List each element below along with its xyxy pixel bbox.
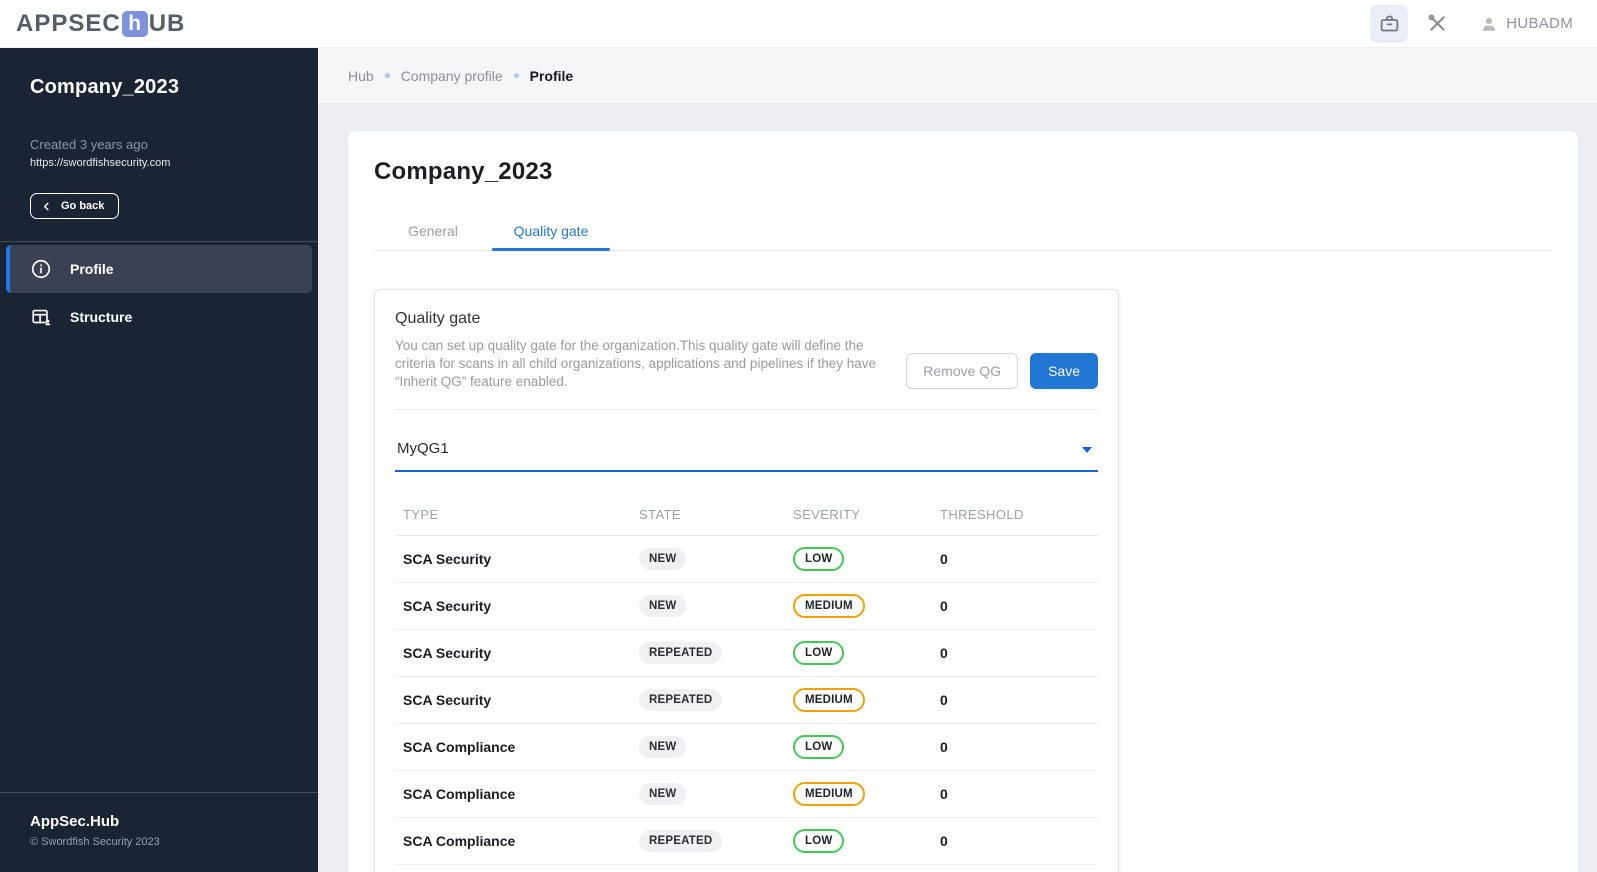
sidebar: Company_2023 Created 3 years ago https:/… — [0, 48, 318, 872]
sidebar-company-name: Company_2023 — [30, 76, 180, 98]
cell-threshold: 0 — [940, 692, 948, 708]
tab-general[interactable]: General — [408, 223, 458, 239]
severity-pill: LOW — [793, 641, 845, 665]
cell-threshold: 0 — [940, 786, 948, 802]
quality-gate-description: You can set up quality gate for the orga… — [395, 338, 877, 389]
go-back-button[interactable]: Go back — [30, 193, 120, 219]
cell-threshold: 0 — [940, 833, 948, 849]
chevron-down-icon — [1082, 447, 1092, 453]
table-row: SCA Security REPEATED LOW 0 — [395, 630, 1098, 677]
severity-pill: MEDIUM — [793, 688, 865, 712]
cell-threshold: 0 — [940, 551, 948, 567]
go-back-label: Go back — [61, 200, 105, 212]
briefcase-icon[interactable] — [1370, 4, 1409, 43]
save-button[interactable]: Save — [1030, 353, 1098, 389]
remove-qg-button[interactable]: Remove QG — [906, 353, 1019, 389]
logo-text-left: APPSEC — [16, 9, 121, 37]
table-row: SCA Compliance NEW LOW 0 — [395, 724, 1098, 771]
severity-pill: MEDIUM — [793, 782, 865, 806]
cell-threshold: 0 — [940, 645, 948, 661]
cell-type: SCA Compliance — [403, 786, 516, 802]
breadcrumb: Hub Company profile Profile — [318, 48, 1597, 103]
sidebar-item-profile[interactable]: Profile — [6, 245, 312, 293]
breadcrumb-separator — [513, 73, 519, 78]
user-menu[interactable]: HUBADM — [1480, 15, 1573, 33]
quality-gate-title: Quality gate — [395, 310, 481, 327]
cell-type: SCA Security — [403, 551, 492, 567]
cell-type: SCA Compliance — [403, 833, 516, 849]
table-row: SCA Security REPEATED MEDIUM 0 — [395, 677, 1098, 724]
state-badge: REPEATED — [639, 642, 723, 664]
sidebar-nav: Profile Structure — [0, 241, 318, 341]
chevron-left-icon — [41, 201, 52, 212]
quality-gate-header: Quality gate You can set up quality gate… — [395, 310, 1098, 391]
state-badge: NEW — [639, 595, 687, 617]
breadcrumb-company-profile[interactable]: Company profile — [400, 67, 503, 84]
sidebar-item-label: Structure — [70, 309, 133, 325]
breadcrumb-separator — [384, 73, 390, 78]
breadcrumb-current: Profile — [529, 67, 574, 84]
state-badge: NEW — [639, 736, 687, 758]
user-icon — [1480, 15, 1498, 33]
main-area: Hub Company profile Profile Company_2023… — [318, 48, 1597, 872]
profile-card: Company_2023 General Quality gate Qualit… — [348, 131, 1578, 872]
divider — [395, 409, 1098, 410]
tab-bar: General Quality gate — [374, 212, 1552, 251]
tab-quality-gate[interactable]: Quality gate — [492, 212, 610, 251]
breadcrumb-hub[interactable]: Hub — [348, 67, 374, 84]
state-badge: NEW — [639, 548, 687, 570]
column-header-state: STATE — [639, 507, 681, 522]
cell-threshold: 0 — [940, 598, 948, 614]
column-header-type: TYPE — [403, 507, 439, 522]
sidebar-item-label: Profile — [70, 261, 114, 277]
state-badge: REPEATED — [639, 689, 723, 711]
quality-gate-select[interactable]: MyQG1 — [395, 440, 1098, 472]
user-name: HUBADM — [1506, 15, 1573, 32]
page-title: Company_2023 — [374, 158, 553, 185]
content-background: Company_2023 General Quality gate Qualit… — [318, 103, 1597, 872]
state-badge: REPEATED — [639, 830, 723, 852]
column-header-severity: SEVERITY — [793, 507, 861, 522]
header-actions: HUBADM — [1370, 4, 1573, 43]
logo-text-right: UB — [148, 9, 186, 37]
selected-quality-gate: MyQG1 — [397, 440, 449, 457]
cell-threshold: 0 — [940, 739, 948, 755]
table-header-row: TYPE STATE SEVERITY THRESHOLD — [395, 494, 1098, 536]
tools-icon[interactable] — [1418, 5, 1456, 43]
cell-type: SCA Security — [403, 645, 492, 661]
severity-pill: LOW — [793, 735, 845, 759]
sidebar-item-structure[interactable]: Structure — [6, 293, 312, 341]
info-icon — [30, 258, 52, 280]
cell-type: SCA Security — [403, 598, 492, 614]
cell-type: SCA Compliance — [403, 739, 516, 755]
table-row: SCA Security NEW MEDIUM 0 — [395, 583, 1098, 630]
quality-gate-panel: Quality gate You can set up quality gate… — [374, 289, 1119, 872]
quality-gate-table: TYPE STATE SEVERITY THRESHOLD SCA Securi… — [395, 494, 1098, 865]
severity-pill: LOW — [793, 547, 845, 571]
copyright: © Swordfish Security 2023 — [30, 836, 160, 848]
sidebar-footer: AppSec.Hub © Swordfish Security 2023 — [0, 792, 318, 872]
app-name: AppSec.Hub — [30, 813, 120, 830]
sidebar-company-block: Company_2023 Created 3 years ago https:/… — [0, 48, 318, 241]
severity-pill: LOW — [793, 829, 845, 853]
quality-gate-actions: Remove QG Save — [906, 353, 1098, 389]
table-row: SCA Compliance REPEATED LOW 0 — [395, 818, 1098, 865]
column-header-threshold: THRESHOLD — [940, 507, 1024, 522]
sidebar-company-url: https://swordfishsecurity.com — [30, 157, 171, 169]
severity-pill: MEDIUM — [793, 594, 865, 618]
structure-icon — [30, 306, 52, 328]
state-badge: NEW — [639, 783, 687, 805]
table-row: SCA Compliance NEW MEDIUM 0 — [395, 771, 1098, 818]
top-header: APPSEC h UB HUBADM — [0, 0, 1597, 48]
sidebar-created-label: Created 3 years ago — [30, 137, 148, 152]
logo-accent-letter: h — [121, 10, 148, 37]
app-logo[interactable]: APPSEC h UB — [16, 10, 185, 38]
cell-type: SCA Security — [403, 692, 492, 708]
table-row: SCA Security NEW LOW 0 — [395, 536, 1098, 583]
